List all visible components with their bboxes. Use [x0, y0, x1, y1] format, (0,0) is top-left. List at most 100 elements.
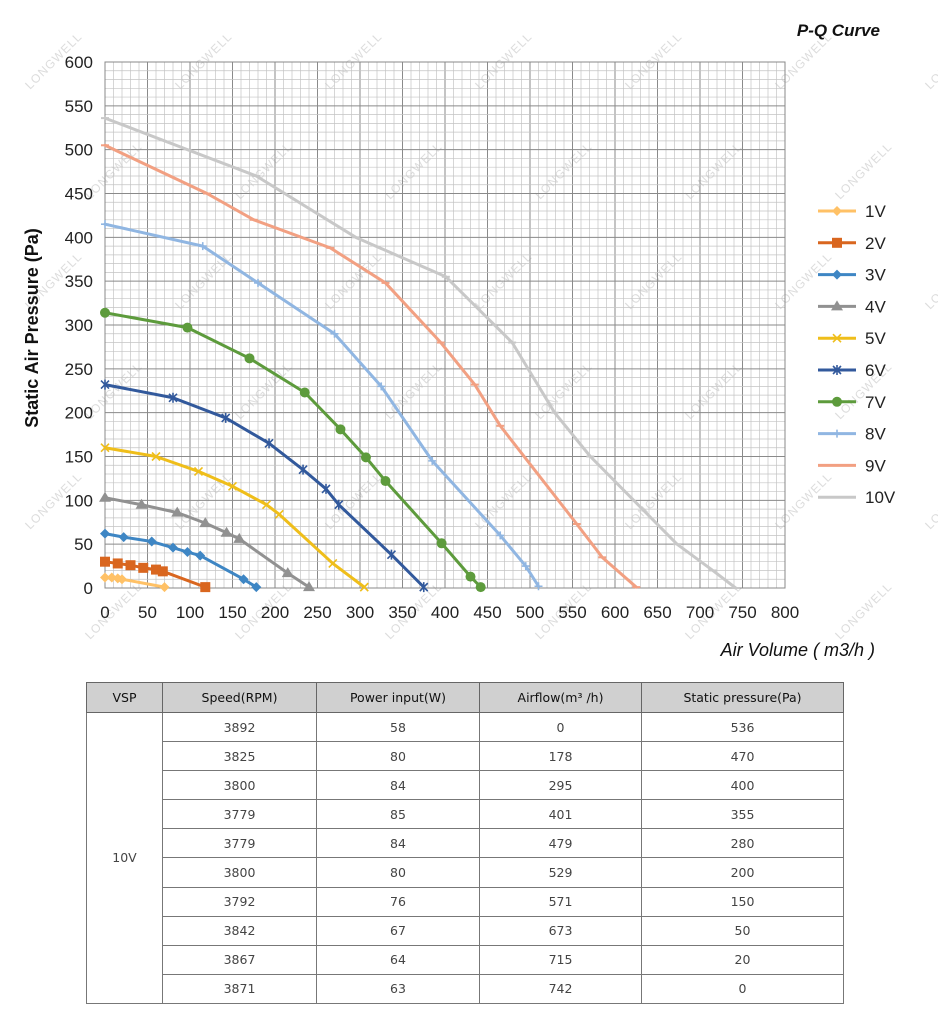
legend-3v-marker-point: [832, 269, 842, 280]
x-tick-label: 400: [431, 603, 459, 622]
table-cell: 3800: [162, 857, 317, 888]
table-cell: 401: [479, 799, 642, 830]
series-10v: [101, 116, 740, 590]
series-7v: [100, 307, 486, 593]
table-header-row: VSP Speed(RPM) Power input(W) Airflow(m³…: [86, 682, 844, 713]
series-7v-line: [103, 311, 483, 589]
table-cell: 0: [641, 973, 844, 1004]
table-cell: 84: [316, 770, 480, 801]
axis-ticks: 0 50 100 150 200 250 300 350 400 450 500 550 600 650 7…: [65, 53, 800, 622]
legend-2v: 2V: [818, 234, 886, 253]
table-cell: 715: [479, 944, 642, 975]
series-10v-line: [103, 116, 738, 590]
x-tick-label: 550: [558, 603, 586, 622]
table-cell: 85: [316, 799, 480, 830]
series-4v-point: [171, 506, 184, 517]
table-body: 10V 3892 58 0 536 3825 80 178 470 3800 84 295 400 377…: [86, 711, 844, 1004]
table-cell: 571: [479, 886, 642, 917]
series-7v-point: [436, 538, 447, 549]
watermark-text: LONGWELL: [382, 139, 445, 202]
table-row: 3800 80 529 200: [87, 857, 844, 888]
x-tick-label: 600: [601, 603, 629, 622]
series-7v-point: [100, 307, 110, 318]
table-cell: 673: [479, 915, 642, 946]
legend-6v: 6V: [818, 361, 886, 380]
legend-5v-marker-point: [832, 333, 842, 343]
table-row: 3825 80 178 470: [87, 741, 844, 772]
x-tick-label: 750: [728, 603, 756, 622]
x-tick-label: 700: [686, 603, 714, 622]
y-tick-label: 300: [65, 316, 93, 335]
watermark-text: LONGWELL: [322, 29, 385, 92]
watermark-text: LONGWELL: [622, 29, 685, 92]
vsp-cell: 10V: [86, 712, 163, 1004]
series-4v-point: [99, 491, 111, 502]
table-cell: 3792: [162, 886, 317, 917]
legend-5v: 5V: [818, 329, 886, 348]
legend-8v-marker-point: [833, 429, 841, 438]
x-tick-label: 450: [473, 603, 501, 622]
table-cell: 742: [479, 973, 642, 1004]
series-1v-point: [117, 574, 127, 585]
series-3v-point: [100, 528, 110, 539]
y-tick-label: 600: [65, 53, 93, 72]
table-cell: 0: [479, 711, 642, 743]
x-tick-label: 100: [176, 603, 204, 622]
series-6v-point: [221, 412, 231, 423]
legend-9v-label: 9V: [865, 456, 886, 475]
chart-legend: 1V 2V 3V 4V 5V 6V 7V 8V 9V 10V: [818, 202, 896, 507]
watermark-text: LONGWELL: [832, 579, 895, 642]
series-5v-point: [193, 466, 204, 476]
series-2v-point: [138, 562, 149, 573]
watermark-text: LONGWELL: [532, 139, 595, 202]
series-4v-line: [103, 496, 311, 589]
series-8v-point: [254, 278, 262, 287]
y-tick-label: 400: [65, 228, 93, 247]
watermark-text: LONGWELL: [922, 29, 938, 92]
watermark-text: LONGWELL: [922, 249, 938, 312]
spec-table: VSP Speed(RPM) Power input(W) Airflow(m³…: [86, 682, 844, 1004]
x-tick-label: 350: [388, 603, 416, 622]
legend-1v-label: 1V: [865, 202, 886, 221]
series-3v-line: [103, 532, 258, 589]
table-cell: 64: [316, 944, 480, 975]
series-6v-point: [168, 392, 178, 403]
table-row: 3800 84 295 400: [87, 770, 844, 801]
series-8v-point: [101, 220, 109, 229]
series-8v-point: [377, 382, 386, 391]
x-tick-label: 200: [261, 603, 289, 622]
series-5v-point: [328, 558, 338, 569]
table-cell: 3842: [162, 915, 317, 946]
table-cell: 3779: [162, 828, 317, 859]
series-2v-point: [112, 558, 123, 569]
series-3v-point: [251, 582, 262, 593]
series-2v-point: [100, 556, 110, 567]
header-speed: Speed(RPM): [162, 682, 317, 713]
series-2v-point: [125, 560, 136, 571]
table-cell: 80: [316, 857, 480, 888]
series-3v-point: [195, 550, 206, 561]
series-8v: [101, 220, 543, 591]
x-axis-label: Air Volume ( m3/h ): [720, 640, 875, 660]
chart-series: [99, 116, 740, 593]
series-6v-point: [386, 549, 397, 560]
table-row: 3779 85 401 355: [87, 799, 844, 830]
series-2v: [100, 556, 211, 593]
legend-7v: 7V: [818, 393, 886, 412]
table-cell: 50: [641, 915, 844, 946]
chart-title: P-Q Curve: [797, 21, 880, 40]
plot-frame: [104, 61, 786, 589]
series-4v-point: [233, 532, 246, 543]
y-tick-label: 0: [84, 579, 93, 598]
series-7v-point: [182, 322, 193, 333]
header-power: Power input(W): [316, 682, 480, 713]
series-5v: [100, 443, 369, 592]
series-7v-point: [380, 476, 391, 487]
table-cell: 3892: [162, 711, 317, 743]
series-2v-point: [157, 566, 168, 577]
watermark-text: LONGWELL: [832, 139, 895, 202]
series-7v-point: [360, 452, 371, 463]
x-tick-label: 800: [771, 603, 799, 622]
legend-1v: 1V: [818, 202, 886, 221]
legend-1v-marker-point: [832, 206, 842, 216]
